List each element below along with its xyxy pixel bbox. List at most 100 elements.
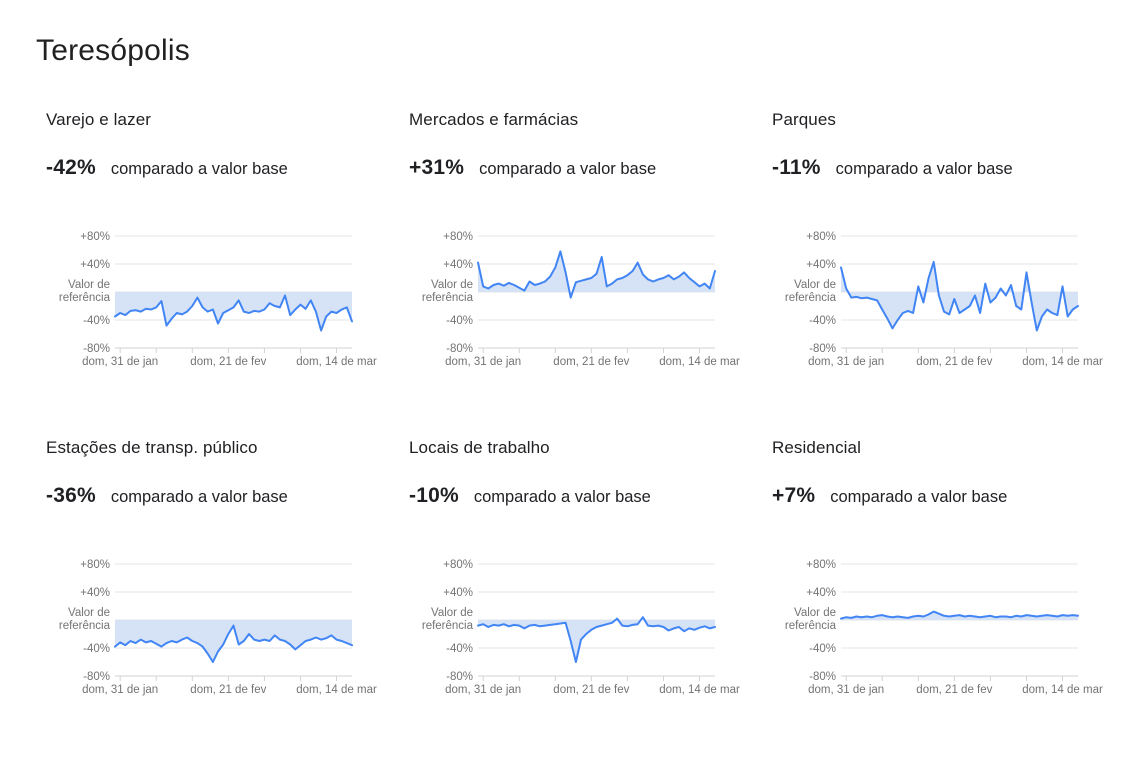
baseline-label-line2: referência xyxy=(59,620,111,632)
x-axis-label: dom, 14 de mar xyxy=(1022,356,1103,368)
y-axis-label: -80% xyxy=(809,671,836,683)
baseline-label-line2: referência xyxy=(422,292,474,304)
y-axis-label: +80% xyxy=(806,231,836,243)
x-axis-label: dom, 14 de mar xyxy=(659,684,740,696)
y-axis-label: -40% xyxy=(446,315,473,327)
x-axis-label: dom, 31 de jan xyxy=(445,684,521,696)
y-axis-label: -40% xyxy=(446,643,473,655)
mobility-chart: +80% +40% -40% -80% Valor de referência dom, 3… xyxy=(409,226,749,376)
y-axis-label: -80% xyxy=(446,671,473,683)
chart-title: Mercados e farmácias xyxy=(409,110,579,129)
delta-row: -11% comparado a valor base xyxy=(772,156,1112,180)
y-axis-label: +40% xyxy=(806,587,836,599)
x-axis-label: dom, 21 de fev xyxy=(553,356,629,368)
y-axis-label: -80% xyxy=(809,343,836,355)
x-axis-label: dom, 31 de jan xyxy=(808,356,884,368)
y-axis-label: +40% xyxy=(806,259,836,271)
y-axis-label: +40% xyxy=(443,587,473,599)
chart-card-locais-de-trabalho: Locais de trabalho -10% comparado a valo… xyxy=(409,438,749,704)
chart-card-parques: Parques -11% comparado a valor base +80%… xyxy=(772,110,1112,376)
delta-suffix: comparado a valor base xyxy=(110,488,288,506)
baseline-label-line1: Valor de xyxy=(68,607,110,619)
y-axis-label: +40% xyxy=(443,259,473,271)
baseline-label-line1: Valor de xyxy=(431,279,473,291)
area-fill xyxy=(478,617,715,662)
delta-row: +7% comparado a valor base xyxy=(772,484,1112,508)
delta-suffix: comparado a valor base xyxy=(830,488,1008,506)
chart-card-estacoes-transp-publico: Estações de transp. público -36% compara… xyxy=(46,438,386,704)
x-axis-label: dom, 14 de mar xyxy=(296,684,377,696)
delta-row: +31% comparado a valor base xyxy=(409,156,749,180)
baseline-label-line1: Valor de xyxy=(431,607,473,619)
baseline-label-line2: referência xyxy=(59,292,111,304)
x-axis-label: dom, 21 de fev xyxy=(916,684,992,696)
chart-card-residencial: Residencial +7% comparado a valor base +… xyxy=(772,438,1112,704)
delta-value: +7% xyxy=(772,484,816,507)
delta-value: -42% xyxy=(46,156,96,179)
y-axis-label: +80% xyxy=(443,231,473,243)
y-axis-label: +40% xyxy=(80,587,110,599)
mobility-chart: +80% +40% -40% -80% Valor de referência dom, 3… xyxy=(46,226,386,376)
trend-line xyxy=(114,294,353,332)
delta-value: -10% xyxy=(409,484,459,507)
delta-suffix: comparado a valor base xyxy=(835,160,1013,178)
chart-title: Varejo e lazer xyxy=(46,110,152,129)
y-axis-label: +80% xyxy=(443,559,473,571)
x-axis-label: dom, 14 de mar xyxy=(659,356,740,368)
x-axis-label: dom, 14 de mar xyxy=(296,356,377,368)
area-fill xyxy=(841,261,1078,331)
x-axis-label: dom, 21 de fev xyxy=(553,684,629,696)
x-axis-label: dom, 31 de jan xyxy=(445,356,521,368)
y-axis-label: +80% xyxy=(806,559,836,571)
x-axis-label: dom, 31 de jan xyxy=(82,356,158,368)
chart-card-mercados-e-farmacias: Mercados e farmácias +31% comparado a va… xyxy=(409,110,749,376)
chart-title: Estações de transp. público xyxy=(46,438,258,457)
y-axis-label: -40% xyxy=(83,315,110,327)
y-axis-label: -80% xyxy=(83,671,110,683)
y-axis-label: -80% xyxy=(83,343,110,355)
x-axis-label: dom, 31 de jan xyxy=(808,684,884,696)
delta-row: -42% comparado a valor base xyxy=(46,156,386,180)
chart-title: Parques xyxy=(772,110,837,129)
delta-row: -36% comparado a valor base xyxy=(46,484,386,508)
y-axis-label: -40% xyxy=(809,643,836,655)
delta-value: +31% xyxy=(409,156,465,179)
x-axis-label: dom, 31 de jan xyxy=(82,684,158,696)
delta-suffix: comparado a valor base xyxy=(473,488,651,506)
area-fill xyxy=(115,620,352,662)
y-axis-label: -80% xyxy=(446,343,473,355)
trend-line xyxy=(840,260,1079,332)
baseline-label-line1: Valor de xyxy=(794,607,836,619)
trend-line xyxy=(477,250,716,299)
chart-title: Locais de trabalho xyxy=(409,438,550,457)
page-title: Teresópolis xyxy=(36,34,190,67)
y-axis-label: -40% xyxy=(809,315,836,327)
mobility-report-page: Teresópolis Varejo e lazer -42% comparad… xyxy=(36,34,1147,704)
baseline-label-line2: referência xyxy=(785,292,837,304)
trend-line xyxy=(114,624,353,663)
x-axis-label: dom, 21 de fev xyxy=(916,356,992,368)
x-axis-label: dom, 21 de fev xyxy=(190,684,266,696)
charts-grid: Varejo e lazer -42% comparado a valor ba… xyxy=(46,110,1147,704)
mobility-chart: +80% +40% -40% -80% Valor de referência dom, 3… xyxy=(772,226,1112,376)
delta-value: -36% xyxy=(46,484,96,507)
delta-row: -10% comparado a valor base xyxy=(409,484,749,508)
delta-suffix: comparado a valor base xyxy=(479,160,657,178)
delta-value: -11% xyxy=(772,156,821,179)
chart-card-varejo-e-lazer: Varejo e lazer -42% comparado a valor ba… xyxy=(46,110,386,376)
baseline-label-line1: Valor de xyxy=(68,279,110,291)
y-axis-label: +80% xyxy=(80,559,110,571)
trend-line xyxy=(840,610,1079,620)
baseline-label-line2: referência xyxy=(785,620,837,632)
mobility-chart: +80% +40% -40% -80% Valor de referência dom, 3… xyxy=(409,554,749,704)
mobility-chart: +80% +40% -40% -80% Valor de referência dom, 3… xyxy=(46,554,386,704)
y-axis-label: -40% xyxy=(83,643,110,655)
delta-suffix: comparado a valor base xyxy=(110,160,288,178)
y-axis-label: +40% xyxy=(80,259,110,271)
